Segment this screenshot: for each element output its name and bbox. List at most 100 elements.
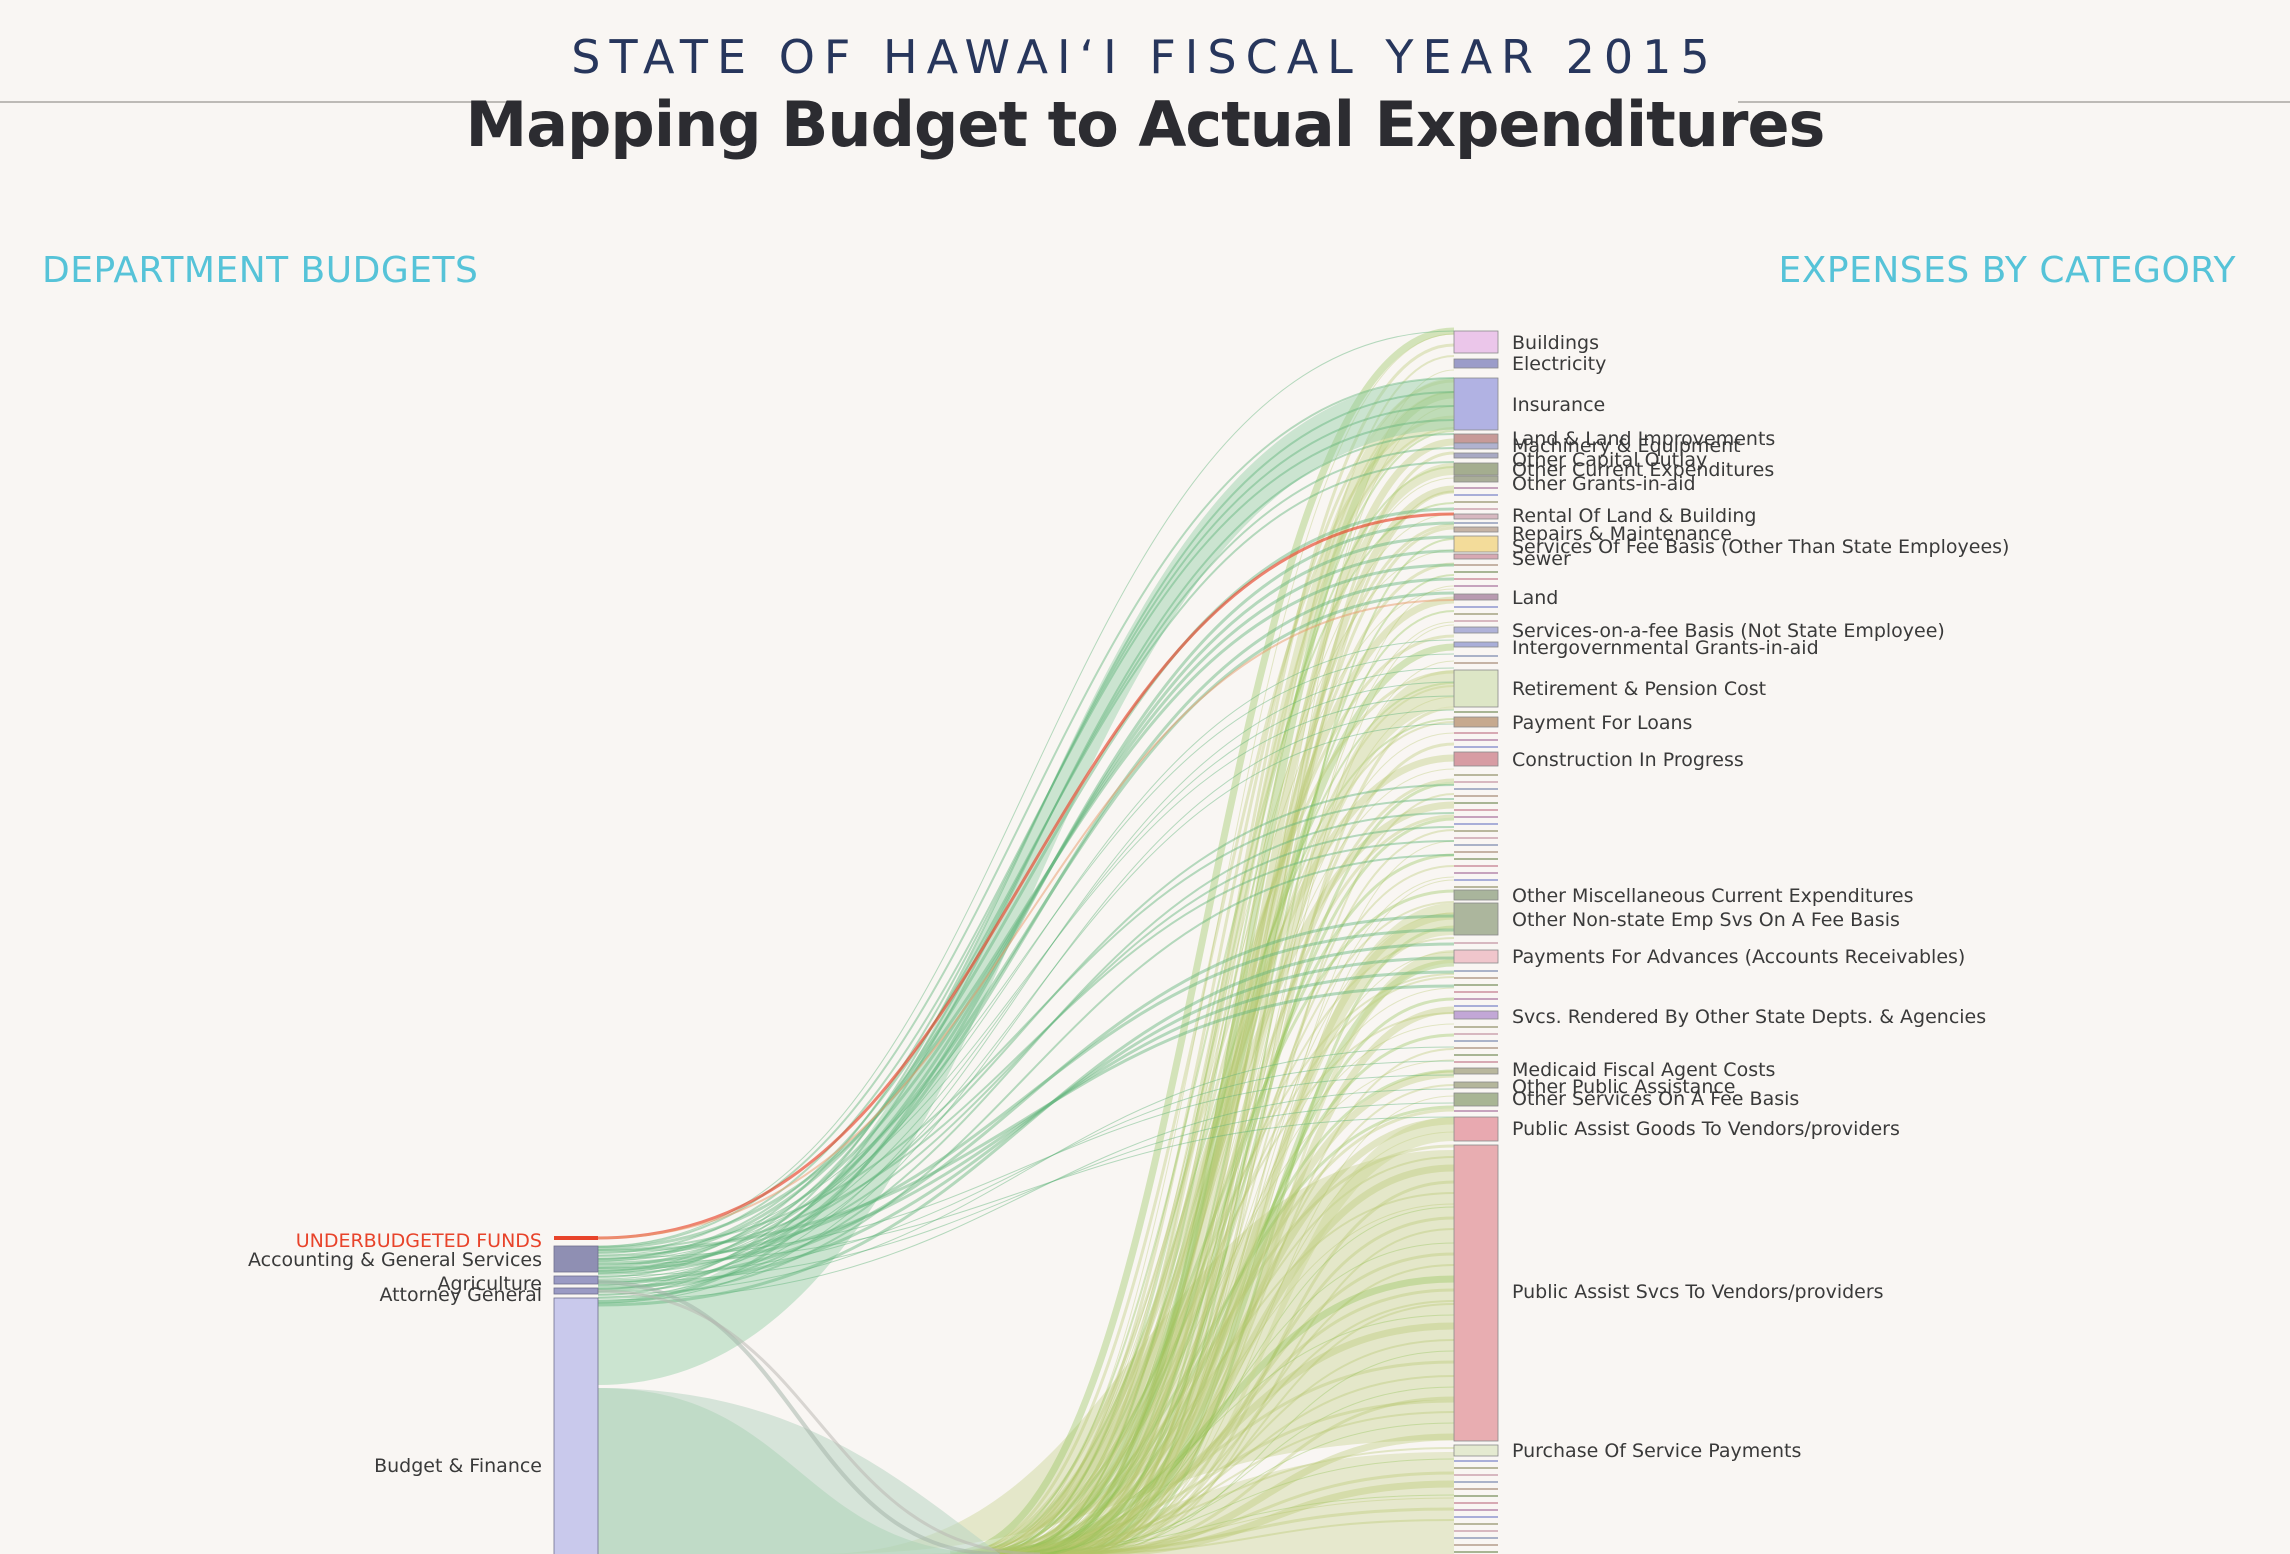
expense-node-bar[interactable] bbox=[1453, 1144, 1499, 1442]
expense-node-other-current-expenditures[interactable]: Other Current Expenditures bbox=[1453, 459, 1774, 481]
expense-node-public-assist-goods-to-vendors-providers[interactable]: Public Assist Goods To Vendors/providers bbox=[1453, 1116, 1900, 1142]
department-node-bar[interactable] bbox=[553, 1245, 599, 1273]
expense-node-land[interactable]: Land bbox=[1453, 587, 1558, 609]
flow-strand bbox=[1075, 1433, 1455, 1554]
department-node-bar[interactable] bbox=[553, 1287, 599, 1295]
expense-node-bar[interactable] bbox=[1453, 358, 1499, 369]
expense-node-medicaid-fiscal-agent-costs[interactable]: Medicaid Fiscal Agent Costs bbox=[1453, 1059, 1775, 1081]
expense-node-payment-for-loans[interactable]: Payment For Loans bbox=[1453, 712, 1692, 734]
expense-node-buildings[interactable]: Buildings bbox=[1453, 330, 1599, 354]
department-node-accounting-general-services[interactable]: Accounting & General Services bbox=[248, 1245, 599, 1273]
flow-strand bbox=[1033, 391, 1455, 1554]
expense-node-bar[interactable] bbox=[1453, 526, 1499, 533]
expense-node-insurance[interactable]: Insurance bbox=[1453, 377, 1605, 431]
expense-node-other-non-state-emp-svs-on-a-fee-basis[interactable]: Other Non-state Emp Svs On A Fee Basis bbox=[1453, 902, 1900, 936]
flow-strand bbox=[1082, 1480, 1455, 1554]
flow-public-assist-svcs bbox=[820, 1150, 1454, 1554]
flow-strand bbox=[597, 461, 1455, 1260]
department-node-attorney-general[interactable]: Attorney General bbox=[379, 1284, 599, 1306]
expense-node-bar[interactable] bbox=[1453, 330, 1499, 354]
expense-node-bar[interactable] bbox=[1453, 626, 1499, 634]
expense-node-bar[interactable] bbox=[1453, 716, 1499, 728]
expense-node-bar[interactable] bbox=[1453, 902, 1499, 936]
expense-node-bar[interactable] bbox=[1453, 1116, 1499, 1142]
expense-node-minor bbox=[1454, 837, 1498, 839]
expense-node-label: Intergovernmental Grants-in-aid bbox=[1512, 637, 1819, 659]
expense-node-rental-of-land-building[interactable]: Rental Of Land & Building bbox=[1453, 505, 1756, 527]
expense-node-minor bbox=[1454, 578, 1498, 580]
flow-strand bbox=[597, 419, 1455, 1254]
expense-node-bar[interactable] bbox=[1453, 433, 1499, 444]
flow-strand bbox=[1080, 1180, 1455, 1554]
expense-node-other-capital-outlay[interactable]: Other Capital Outlay bbox=[1453, 449, 1707, 471]
expense-node-bar[interactable] bbox=[1453, 513, 1499, 520]
expense-node-bar[interactable] bbox=[1453, 669, 1499, 708]
expense-node-minor bbox=[1454, 1544, 1498, 1546]
expense-node-other-public-assistance[interactable]: Other Public Assistance bbox=[1453, 1076, 1736, 1098]
department-node-underbudgeted-funds[interactable]: UNDERBUDGETED FUNDS bbox=[296, 1230, 598, 1252]
expense-node-bar[interactable] bbox=[1453, 1081, 1499, 1089]
expense-node-bar[interactable] bbox=[1453, 751, 1499, 767]
department-node-bar[interactable] bbox=[553, 1297, 599, 1554]
expense-node-bar[interactable] bbox=[1453, 475, 1499, 483]
flow-strand bbox=[949, 327, 1455, 1554]
expense-node-label: Other Miscellaneous Current Expenditures bbox=[1512, 885, 1914, 907]
expense-node-bar[interactable] bbox=[1453, 452, 1499, 459]
flow-strand bbox=[1056, 1216, 1455, 1554]
flow-strand bbox=[958, 1059, 1455, 1554]
expense-node-bar[interactable] bbox=[1453, 889, 1499, 901]
expense-node-minor bbox=[1454, 1530, 1498, 1532]
department-node-bar[interactable] bbox=[553, 1275, 599, 1285]
flow-strand bbox=[959, 1399, 1455, 1554]
expense-node-bar[interactable] bbox=[1453, 553, 1499, 560]
flow-strand bbox=[597, 1102, 1455, 1283]
expense-node-electricity[interactable]: Electricity bbox=[1453, 353, 1606, 375]
expense-node-bar[interactable] bbox=[1453, 1067, 1499, 1075]
department-node-label: Attorney General bbox=[379, 1284, 542, 1306]
expense-node-bar[interactable] bbox=[1453, 1444, 1499, 1457]
expense-node-services-on-a-fee-basis-not-state-employee[interactable]: Services-on-a-fee Basis (Not State Emplo… bbox=[1453, 620, 1945, 642]
expense-node-other-services-on-a-fee-basis[interactable]: Other Services On A Fee Basis bbox=[1453, 1088, 1799, 1110]
department-node-budget-finance[interactable]: Budget & Finance bbox=[374, 1297, 599, 1554]
expense-node-bar[interactable] bbox=[1453, 1092, 1499, 1107]
expense-node-bar[interactable] bbox=[1453, 593, 1499, 601]
flow-strand bbox=[997, 1458, 1455, 1554]
flow-strand bbox=[963, 801, 1455, 1554]
expense-node-minor bbox=[1454, 487, 1498, 489]
expense-node-bar[interactable] bbox=[1453, 949, 1499, 964]
flow-strand bbox=[597, 928, 1455, 1265]
expense-node-intergovernmental-grants-in-aid[interactable]: Intergovernmental Grants-in-aid bbox=[1453, 637, 1819, 659]
department-node-bar[interactable] bbox=[554, 1236, 598, 1240]
flow-strand bbox=[951, 1012, 1455, 1554]
expense-node-bar[interactable] bbox=[1453, 377, 1499, 431]
flow-strand bbox=[1000, 901, 1455, 1554]
flow-strand bbox=[1084, 585, 1455, 1554]
expense-node-bar[interactable] bbox=[1453, 442, 1499, 450]
expense-node-public-assist-svcs-to-vendors-providers[interactable]: Public Assist Svcs To Vendors/providers bbox=[1453, 1144, 1884, 1442]
expense-node-other-miscellaneous-current-expenditures[interactable]: Other Miscellaneous Current Expenditures bbox=[1453, 885, 1914, 907]
expense-node-services-of-fee-basis-other-than-state-employees[interactable]: Services Of Fee Basis (Other Than State … bbox=[1453, 535, 2009, 558]
expense-node-retirement-pension-cost[interactable]: Retirement & Pension Cost bbox=[1453, 669, 1766, 708]
expense-node-machinery-equipment[interactable]: Machinery & Equipment bbox=[1453, 435, 1741, 457]
expense-node-construction-in-progress[interactable]: Construction In Progress bbox=[1453, 749, 1744, 771]
department-node-agriculture[interactable]: Agriculture bbox=[438, 1273, 599, 1295]
expense-node-bar[interactable] bbox=[1453, 535, 1499, 553]
flow-strand bbox=[597, 942, 1455, 1307]
flow-strand bbox=[597, 784, 1455, 1269]
expense-node-sewer[interactable]: Sewer bbox=[1453, 548, 1571, 570]
flow-strand bbox=[597, 653, 1455, 1256]
expense-node-repairs-maintenance[interactable]: Repairs & Maintenance bbox=[1453, 523, 1732, 545]
expense-node-bar[interactable] bbox=[1453, 641, 1499, 648]
expense-node-purchase-of-service-payments[interactable]: Purchase Of Service Payments bbox=[1453, 1440, 1801, 1462]
flow-strand bbox=[961, 502, 1455, 1554]
expense-node-minor bbox=[1454, 984, 1498, 986]
expense-node-payments-for-advances-accounts-receivables[interactable]: Payments For Advances (Accounts Receivab… bbox=[1453, 946, 1965, 968]
flow-strand bbox=[989, 1069, 1455, 1554]
expense-node-label: Services Of Fee Basis (Other Than State … bbox=[1512, 536, 2009, 558]
expense-node-bar[interactable] bbox=[1453, 462, 1499, 476]
flow-strand bbox=[1061, 959, 1455, 1554]
expense-node-svcs-rendered-by-other-state-depts-agencies[interactable]: Svcs. Rendered By Other State Depts. & A… bbox=[1453, 1006, 1986, 1028]
expense-node-other-grants-in-aid[interactable]: Other Grants-in-aid bbox=[1453, 473, 1696, 495]
expense-node-bar[interactable] bbox=[1453, 1010, 1499, 1020]
expense-node-label: Machinery & Equipment bbox=[1512, 435, 1741, 457]
